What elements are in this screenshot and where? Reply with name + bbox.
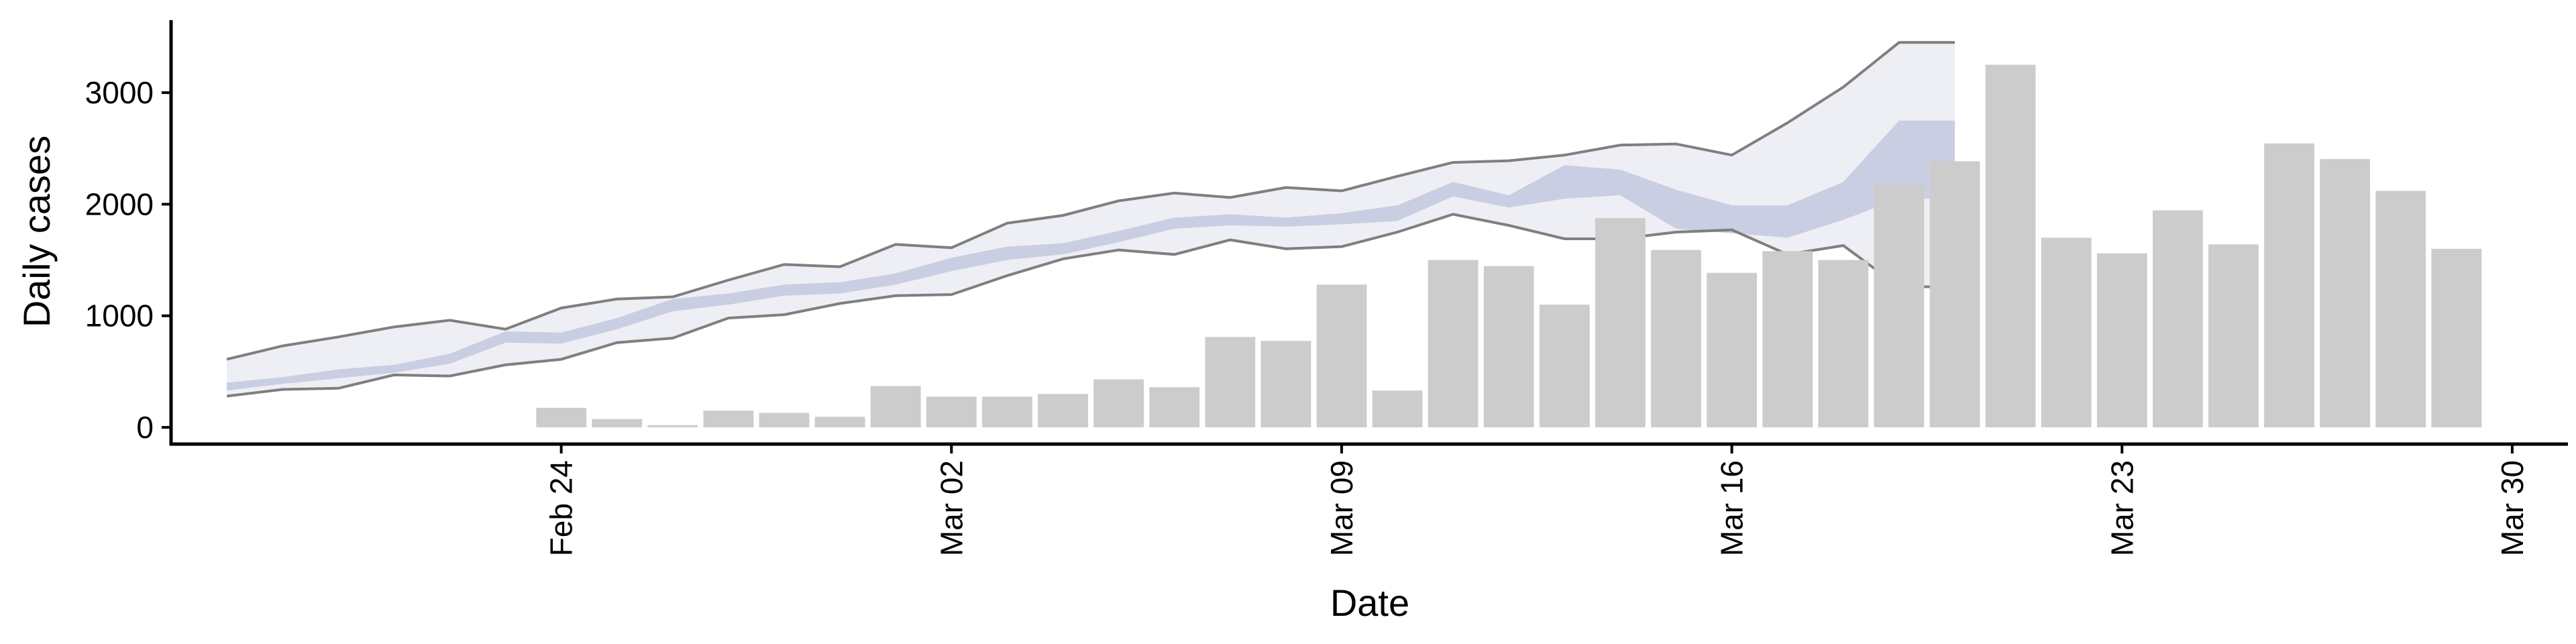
bar: [2431, 248, 2482, 427]
bar: [814, 417, 865, 428]
lower-bound-line: [226, 213, 1955, 398]
bar: [1874, 184, 1925, 427]
bar: [2096, 253, 2147, 428]
x-tick-label: Feb 24: [544, 460, 579, 556]
bar: [1372, 390, 1423, 428]
bar: [647, 425, 698, 427]
axes-layer: [169, 20, 2568, 446]
y-tick-label: 3000: [85, 75, 154, 110]
bar: [536, 407, 587, 427]
bar: [2320, 159, 2370, 428]
bar: [1038, 394, 1088, 428]
bar: [1428, 260, 1479, 428]
y-ticks-layer: 0 1000 2000 3000: [85, 75, 171, 445]
x-tick-label: Mar 16: [1715, 460, 1750, 556]
bar: [1316, 284, 1367, 428]
bar: [2041, 237, 2092, 427]
y-tick-label: 0: [136, 410, 154, 445]
bar: [2208, 244, 2259, 428]
x-ticks-layer: Feb 24 Mar 02 Mar 09 Mar 16 Mar 23 Mar 30: [544, 444, 2530, 556]
bar: [870, 386, 921, 427]
x-axis-title: Date: [1330, 582, 1409, 624]
x-tick-label: Mar 23: [2104, 460, 2139, 556]
bar: [703, 411, 754, 427]
bar: [1707, 272, 1757, 427]
x-tick-label: Mar 09: [1324, 460, 1359, 556]
bar: [1483, 266, 1534, 427]
bar: [1651, 250, 1701, 427]
bar: [1539, 305, 1590, 427]
bar: [2375, 191, 2426, 428]
bar: [1149, 387, 1200, 428]
bar: [1260, 341, 1311, 428]
y-tick-label: 1000: [85, 299, 154, 333]
bar: [1762, 251, 1813, 428]
inner-band: [227, 120, 1955, 391]
bar: [1595, 218, 1646, 427]
bar: [982, 396, 1032, 427]
bar: [1205, 337, 1256, 427]
bar: [1929, 161, 1980, 428]
bar: [1818, 260, 1869, 428]
bar: [592, 419, 643, 428]
bar: [2153, 210, 2203, 428]
bar: [1093, 379, 1144, 427]
bar: [2264, 143, 2314, 428]
x-tick-label: Mar 02: [934, 460, 969, 556]
bar: [926, 396, 977, 427]
bar: [1985, 64, 2036, 427]
y-axis-title: Daily cases: [15, 136, 58, 327]
upper-bound-line: [226, 41, 1955, 361]
bars-layer: [536, 64, 2482, 428]
estimate-band-layer: [226, 41, 1955, 398]
bar: [759, 413, 810, 427]
y-tick-label: 2000: [85, 186, 154, 221]
x-tick-label: Mar 30: [2495, 460, 2530, 556]
